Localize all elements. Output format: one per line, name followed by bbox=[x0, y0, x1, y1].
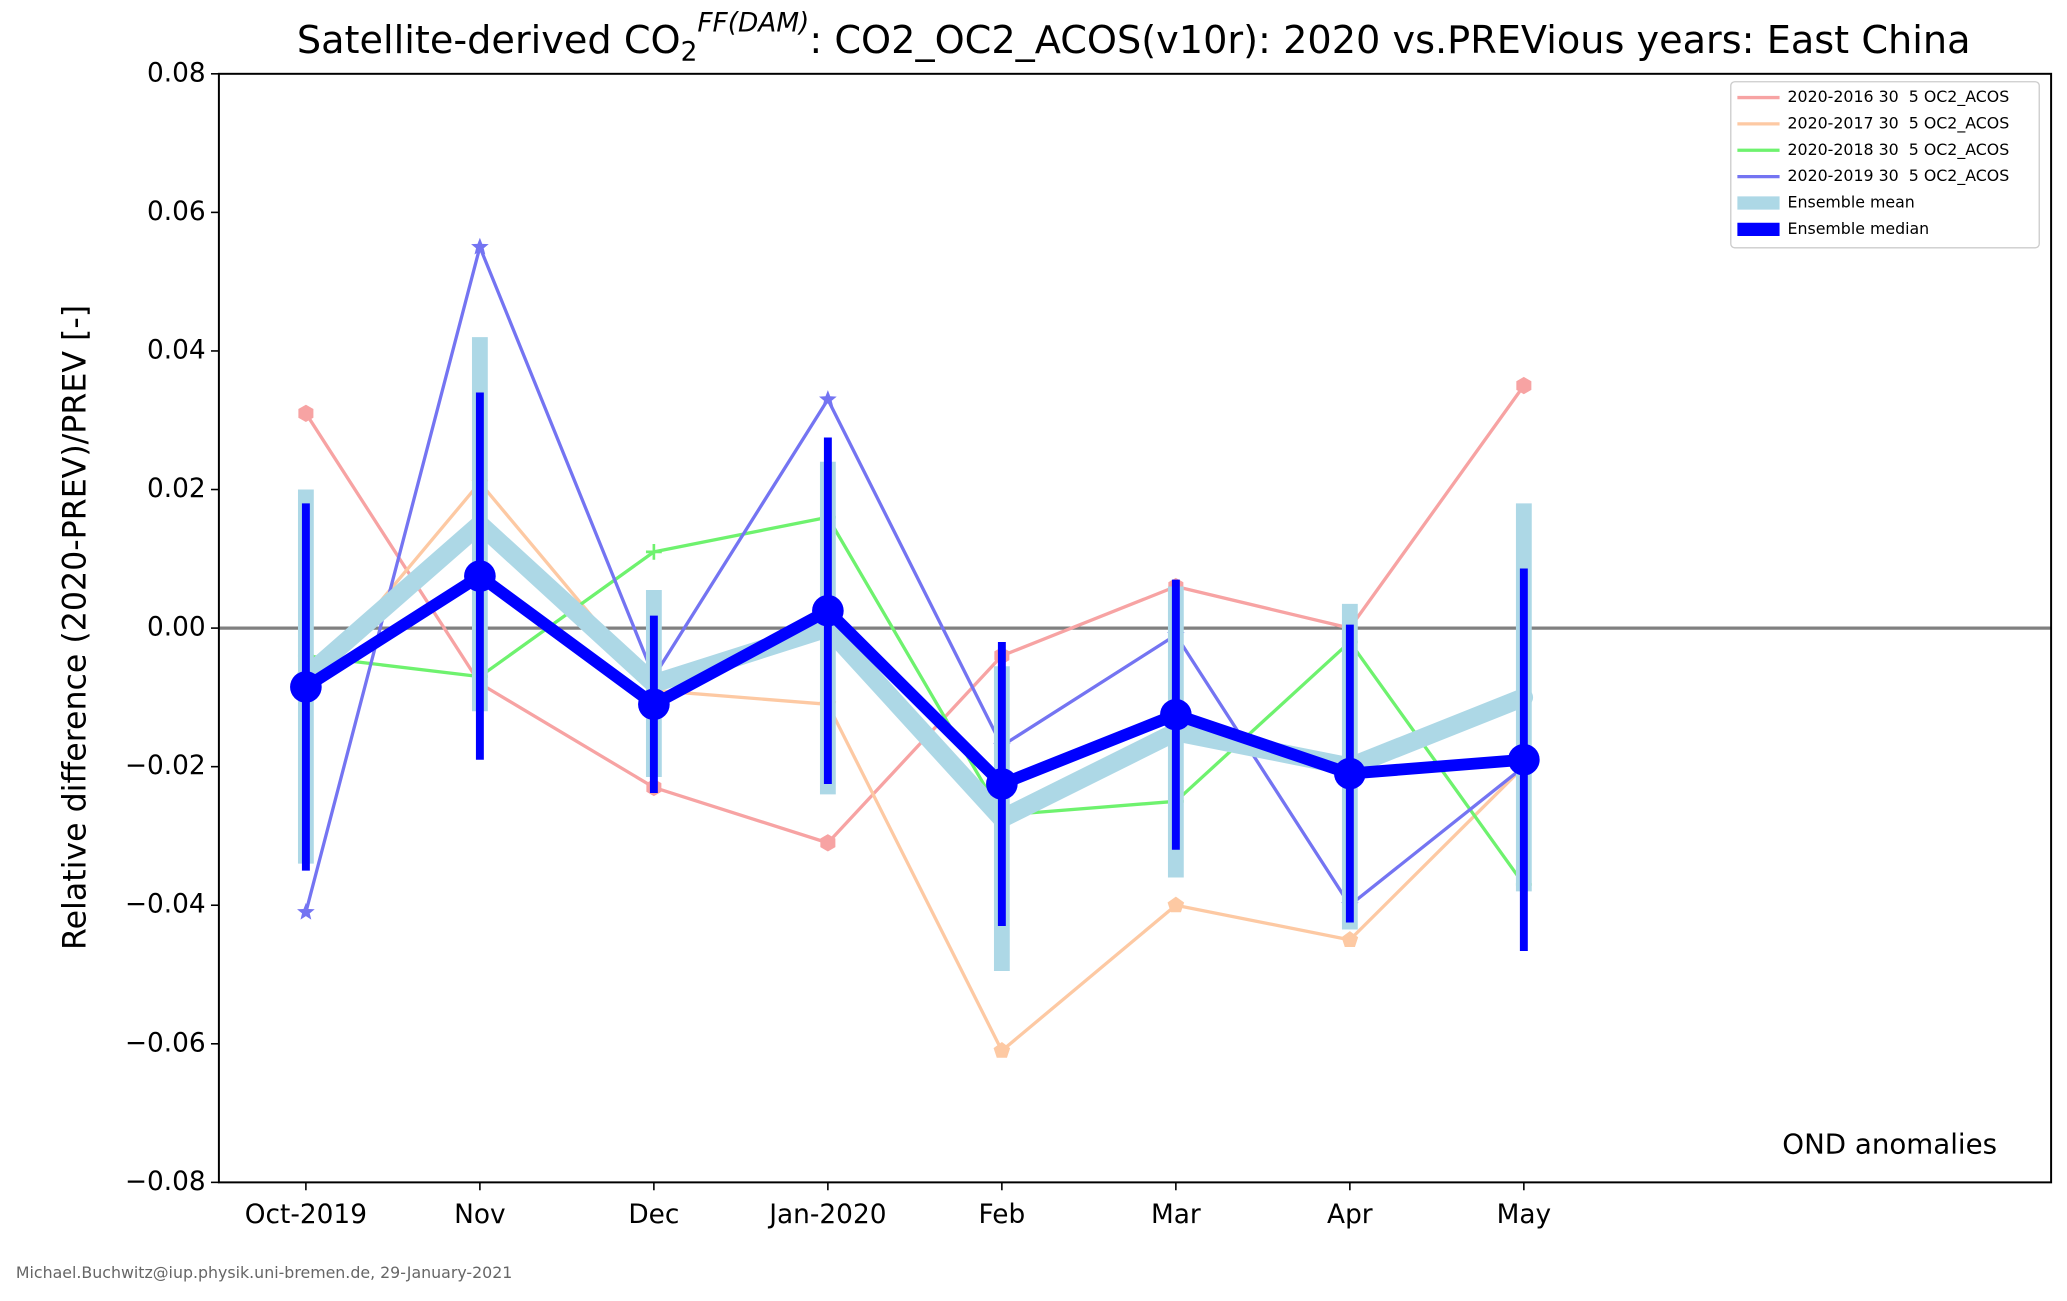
x-tick-label: Mar bbox=[1151, 1200, 1201, 1230]
marker bbox=[1508, 743, 1540, 776]
y-tick-label: 0.00 bbox=[147, 613, 206, 643]
x-tick-label: May bbox=[1497, 1200, 1552, 1230]
x-tick-label: Dec bbox=[628, 1200, 679, 1230]
legend: 2020-2016 30 5 OC2_ACOS 2020-2017 30 5 OC… bbox=[1730, 81, 2040, 249]
marker bbox=[1160, 698, 1192, 731]
title-text: : CO2_OC2_ACOS(v10r): 2020 vs.PREVious y… bbox=[809, 19, 1970, 63]
marker bbox=[819, 390, 837, 407]
marker bbox=[297, 902, 315, 920]
marker bbox=[645, 543, 662, 560]
legend-label: 2020-2018 30 5 OC2_ACOS bbox=[1787, 140, 2009, 160]
annotation: OND anomalies bbox=[1782, 1127, 1997, 1160]
legend-label: 2020-2017 30 5 OC2_ACOS bbox=[1787, 113, 2009, 133]
marker bbox=[993, 1041, 1011, 1058]
y-tick-label: 0.04 bbox=[147, 335, 206, 365]
series-line bbox=[304, 480, 1526, 1053]
y-tick-label: 0.08 bbox=[147, 58, 206, 88]
marker bbox=[1516, 376, 1532, 395]
legend-label: 2020-2019 30 5 OC2_ACOS bbox=[1787, 166, 2009, 186]
marker bbox=[298, 404, 314, 423]
series-line bbox=[304, 515, 1526, 887]
title-subscript: 2 bbox=[681, 37, 698, 67]
legend-box bbox=[1730, 81, 2040, 249]
plot-frame bbox=[217, 72, 2053, 1184]
y-tick-label: −0.04 bbox=[125, 890, 206, 920]
title-text: Satellite-derived CO bbox=[297, 19, 681, 63]
legend-label: Ensemble mean bbox=[1787, 192, 1914, 211]
plot-area bbox=[218, 237, 2052, 1058]
y-tick-label: −0.02 bbox=[125, 751, 206, 781]
marker bbox=[1334, 757, 1366, 790]
y-tick-label: −0.08 bbox=[125, 1167, 206, 1197]
y-tick-label: 0.06 bbox=[147, 197, 206, 227]
x-tick-label: Feb bbox=[979, 1200, 1026, 1230]
y-tick-label: −0.06 bbox=[125, 1028, 206, 1058]
marker bbox=[812, 594, 844, 627]
marker bbox=[464, 560, 496, 592]
x-tick-label: Nov bbox=[454, 1200, 505, 1230]
marker bbox=[1341, 931, 1359, 947]
title-superscript: FF(DAM) bbox=[697, 8, 809, 38]
y-tick-label: 0.02 bbox=[147, 474, 206, 504]
x-tick-label: Jan-2020 bbox=[767, 1200, 886, 1230]
marker bbox=[986, 768, 1018, 800]
series-line bbox=[299, 570, 1530, 790]
marker bbox=[820, 834, 836, 852]
marker bbox=[471, 237, 489, 255]
chart-title: Satellite-derived CO2FF(DAM): CO2_OC2_AC… bbox=[297, 8, 1971, 67]
y-axis-label: Relative difference (2020-PREV)/PREV [-] bbox=[58, 305, 94, 950]
series-line bbox=[304, 383, 1526, 845]
marker bbox=[290, 671, 322, 703]
x-tick-label: Oct-2019 bbox=[245, 1200, 367, 1230]
series-line bbox=[304, 245, 1526, 914]
footer: Michael.Buchwitz@iup.physik.uni-bremen.d… bbox=[16, 1263, 512, 1282]
x-tick-label: Apr bbox=[1327, 1200, 1373, 1230]
legend-label: 2020-2016 30 5 OC2_ACOS bbox=[1787, 87, 2009, 107]
marker bbox=[1167, 896, 1185, 913]
marker bbox=[638, 688, 670, 721]
legend-label: Ensemble median bbox=[1787, 219, 1929, 238]
